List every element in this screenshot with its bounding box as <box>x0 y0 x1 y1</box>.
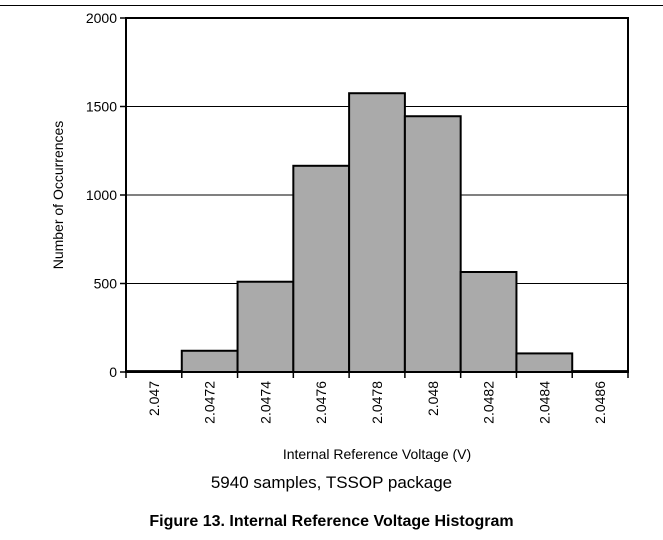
top-rule <box>0 5 663 6</box>
x-tick-label: 2.0484 <box>536 381 552 424</box>
y-tick-label: 0 <box>109 364 117 380</box>
y-tick-label: 1500 <box>86 99 117 115</box>
bar-2.0476 <box>292 164 351 373</box>
figure-caption: Figure 13. Internal Reference Voltage Hi… <box>149 513 514 530</box>
y-tick-label: 1000 <box>86 187 117 203</box>
x-ticks: 2.047 2.0472 2.0474 2.0476 2.0478 2.048 2.0482… <box>125 372 629 424</box>
bar-2.0482 <box>459 270 518 373</box>
chart-subtitle: 5940 samples, TSSOP package <box>210 473 453 492</box>
bar-2.0484 <box>515 352 574 374</box>
x-tick-label: 2.047 <box>146 381 162 416</box>
x-tick-label: 2.048 <box>425 381 441 416</box>
y-tick-label: 500 <box>94 276 118 292</box>
x-tick-label: 2.0482 <box>481 381 497 424</box>
y-ticks: 0 500 1000 1500 2000 <box>86 10 126 380</box>
y-tick-label: 2000 <box>86 10 117 26</box>
y-axis-title: Number of Occurrences <box>50 121 66 270</box>
bars <box>125 92 630 374</box>
bar-2.0472 <box>180 349 239 374</box>
x-tick-label: 2.0486 <box>592 381 608 424</box>
bar-2.0478 <box>348 92 406 373</box>
bar-2.0474 <box>236 280 295 374</box>
x-tick-label: 2.0472 <box>202 381 218 424</box>
x-tick-label: 2.0478 <box>369 381 385 424</box>
bar-2.048 <box>403 115 462 373</box>
x-axis-title: Internal Reference Voltage (V) <box>283 446 471 462</box>
histogram-chart: 0 500 1000 1500 2000 2.047 2.0472 2.0474 2.0476… <box>50 10 630 462</box>
x-tick-label: 2.0476 <box>313 381 329 424</box>
x-tick-label: 2.0474 <box>257 381 273 424</box>
